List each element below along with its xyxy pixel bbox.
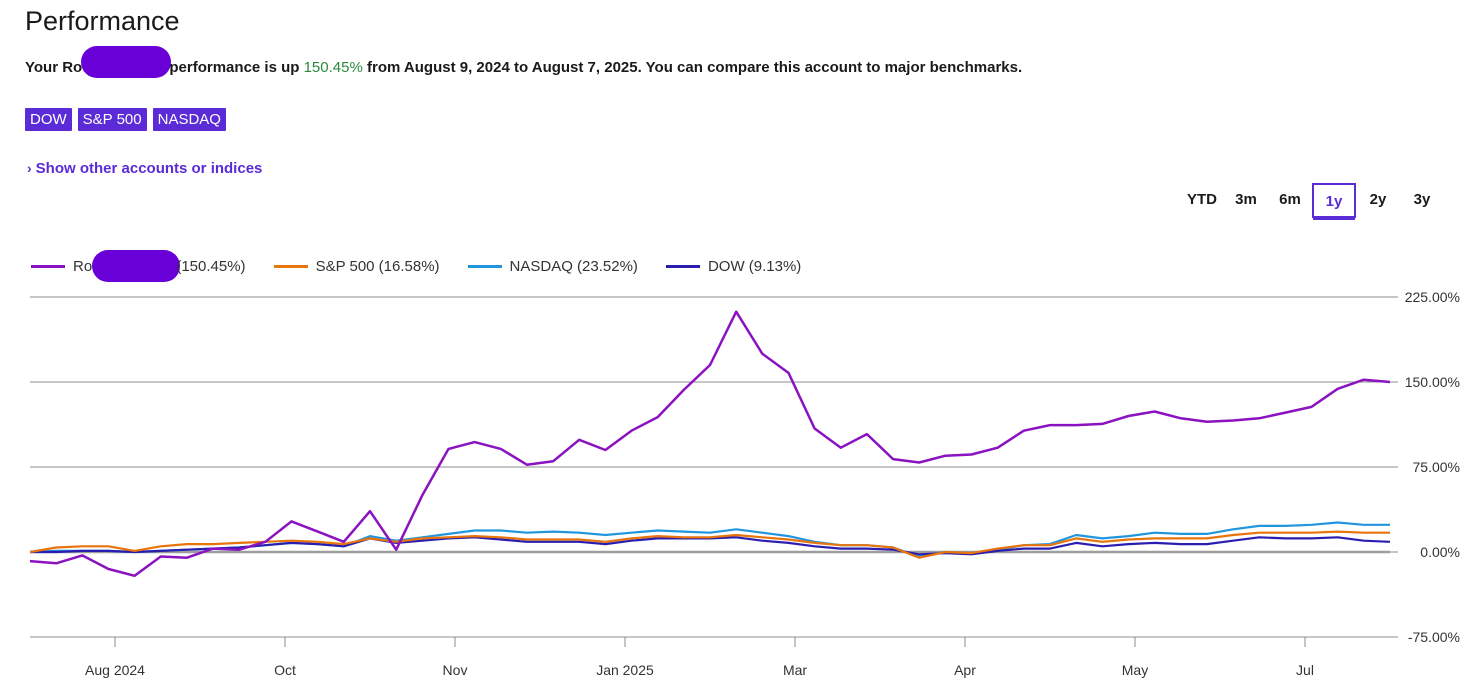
chip-dow[interactable]: DOW (25, 108, 72, 131)
legend-redaction-blob (92, 250, 181, 282)
summary-suffix: from August 9, 2024 to August 7, 2025. Y… (362, 58, 1023, 76)
performance-summary: Your Rot performance is up 150.45% from … (25, 46, 1023, 80)
series-line-dow (30, 536, 1391, 556)
legend-account[interactable]: Rot (150.45%) (31, 250, 246, 282)
redaction-blob (81, 46, 172, 78)
legend-sp500-label: S&P 500 (16.58%) (315, 257, 440, 275)
summary-mid: performance is up (165, 58, 304, 76)
legend-account-prefix: Rot (73, 257, 97, 275)
chip-sp500[interactable]: S&P 500 (77, 108, 147, 131)
legend-sp500[interactable]: S&P 500 (16.58%) (273, 257, 440, 275)
legend-swatch-account (31, 264, 65, 268)
x-tick-label: May (1122, 662, 1148, 678)
chart-legend: Rot (150.45%) S&P 500 (16.58%) NASDAQ (23… (31, 250, 829, 282)
page-title: Performance (25, 6, 180, 36)
legend-nasdaq-label: NASDAQ (23.52%) (509, 257, 638, 275)
legend-nasdaq[interactable]: NASDAQ (23.52%) (467, 257, 638, 275)
time-range-selector: YTD 3m 6m 1y 2y 3y (1180, 183, 1444, 218)
y-tick-label: -75.00% (1408, 629, 1460, 645)
summary-percent: 150.45% (303, 58, 363, 76)
legend-swatch-sp500 (273, 264, 308, 268)
x-tick-label: Mar (783, 662, 807, 678)
range-1y[interactable]: 1y (1312, 183, 1356, 218)
chevron-right-icon: › (27, 160, 32, 176)
x-tick-label: Oct (274, 662, 296, 678)
chip-nasdaq[interactable]: NASDAQ (152, 108, 226, 131)
x-tick-label: Apr (954, 662, 976, 678)
range-3m[interactable]: 3m (1235, 191, 1257, 208)
range-ytd[interactable]: YTD (1187, 191, 1217, 208)
legend-dow-label: DOW (9.13%) (707, 257, 802, 275)
summary-prefix: Your Rot (25, 58, 88, 76)
show-other-accounts-link[interactable]: › Show other accounts or indices (27, 160, 262, 177)
y-tick-label: 225.00% (1405, 289, 1460, 305)
x-tick-label: Jan 2025 (596, 662, 654, 678)
range-3y[interactable]: 3y (1413, 191, 1431, 208)
y-tick-label: 75.00% (1413, 459, 1460, 475)
legend-swatch-nasdaq (467, 264, 502, 268)
show-other-label: Show other accounts or indices (35, 160, 263, 177)
x-tick-label: Nov (443, 662, 468, 678)
range-2y[interactable]: 2y (1369, 191, 1387, 208)
series-line-account (29, 310, 1391, 578)
series-line-sp500 (29, 530, 1390, 559)
benchmark-chips: DOW S&P 500 NASDAQ (25, 108, 226, 131)
legend-dow[interactable]: DOW (9.13%) (665, 257, 802, 275)
y-tick-label: 150.00% (1405, 374, 1460, 390)
x-tick-label: Jul (1296, 662, 1314, 678)
legend-swatch-dow (665, 264, 700, 268)
range-6m[interactable]: 6m (1279, 191, 1301, 208)
x-tick-label: Aug 2024 (85, 662, 145, 678)
y-tick-label: 0.00% (1420, 544, 1460, 560)
legend-account-suffix: (150.45%) (176, 257, 246, 275)
